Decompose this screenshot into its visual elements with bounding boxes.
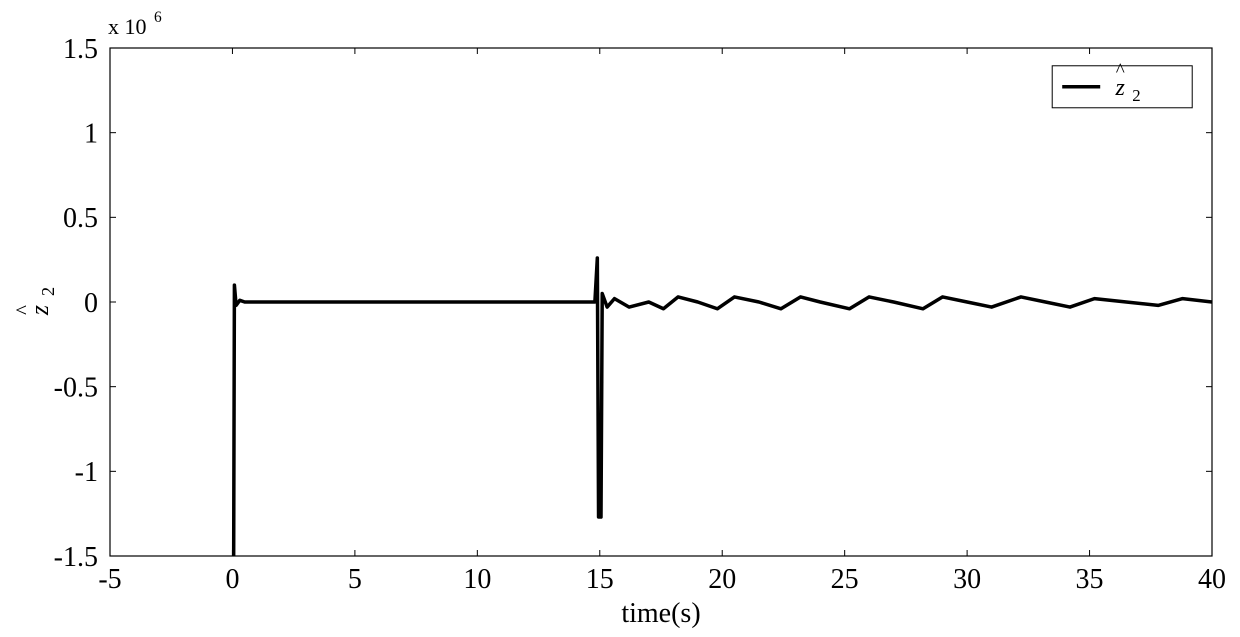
y-tick-label: 1 [84, 118, 98, 149]
y-tick-label: -0.5 [54, 372, 98, 403]
x-tick-label: 5 [348, 564, 362, 595]
x-tick-label: 40 [1198, 564, 1226, 595]
x-tick-label: -5 [98, 564, 121, 595]
x-tick-label: 30 [953, 564, 981, 595]
svg-text:2: 2 [38, 287, 58, 296]
x-tick-label: 0 [225, 564, 239, 595]
x-tick-label: 25 [831, 564, 859, 595]
svg-text:x 10: x 10 [108, 14, 147, 39]
line-chart: -5 0 5 10 15 20 25 30 35 40 -1.5 -1 -0.5 0 0.5 1 1.5 x 10… [0, 0, 1240, 637]
chart-container: -5 0 5 10 15 20 25 30 35 40 -1.5 -1 -0.5 0 0.5 1 1.5 x 10… [0, 0, 1240, 637]
legend-label: z [1115, 75, 1126, 101]
y-scale-label: x 10 6 [108, 9, 162, 39]
y-axis-label: ^z2 [12, 287, 58, 316]
y-tick-label: 1.5 [63, 34, 98, 65]
legend: ^z2 [1052, 60, 1192, 108]
x-tick-label: 35 [1076, 564, 1104, 595]
y-tick-label: -1 [75, 457, 98, 488]
x-axis-label: time(s) [621, 598, 700, 629]
svg-text:6: 6 [154, 9, 162, 26]
svg-text:2: 2 [1132, 86, 1140, 105]
y-tick-label: -1.5 [54, 542, 98, 573]
svg-text:z: z [25, 305, 54, 316]
x-tick-label: 10 [463, 564, 491, 595]
x-tick-label: 15 [586, 564, 614, 595]
y-tick-label: 0 [84, 288, 98, 319]
x-tick-label: 20 [708, 564, 736, 595]
y-tick-label: 0.5 [63, 203, 98, 234]
